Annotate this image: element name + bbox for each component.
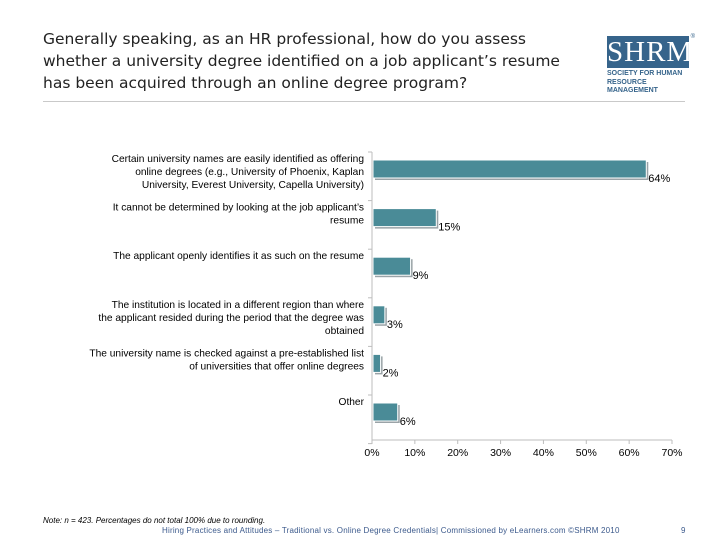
page-title: Generally speaking, as an HR professiona… [43, 30, 560, 92]
logo-letters: SHRM [607, 36, 694, 68]
x-tick-label: 10% [404, 447, 425, 459]
logo-box [607, 36, 689, 68]
bar-value-label: 9% [413, 270, 429, 282]
bar [372, 353, 382, 373]
logo-subtitle-line-2: RESOURCE MANAGEMENT [607, 78, 658, 95]
bar-value-label: 6% [400, 416, 416, 428]
x-tick-label: 30% [490, 447, 511, 459]
x-tick-label: 70% [661, 447, 682, 459]
title-divider [43, 101, 685, 102]
footer-text: Hiring Practices and Attitudes – Traditi… [162, 526, 620, 535]
x-tick-label: 60% [619, 447, 640, 459]
category-label: Certain university names are easily iden… [112, 154, 365, 191]
bar-value-label: 64% [648, 173, 670, 185]
logo-registered-mark: ® [690, 34, 695, 40]
page-number: 9 [681, 526, 686, 535]
chart-note: Note: n = 423. Percentages do not total … [43, 516, 266, 525]
bar [372, 305, 386, 325]
category-label: The university name is checked against a… [89, 348, 364, 372]
bar-value-label: 3% [387, 319, 403, 331]
category-label: Other [339, 397, 365, 408]
logo-subtitle-line-1: SOCIETY FOR HUMAN [607, 70, 683, 77]
shrm-logo: SHRM ® SOCIETY FOR HUMAN RESOURCE MANAGE… [607, 34, 695, 94]
bar [372, 159, 647, 179]
category-label: The institution is located in a differen… [98, 300, 364, 337]
x-tick-label: 50% [576, 447, 597, 459]
category-label: It cannot be determined by looking at th… [113, 203, 365, 227]
x-tick-label: 0% [364, 447, 379, 459]
x-tick-label: 40% [533, 447, 554, 459]
bar-value-label: 2% [383, 367, 399, 379]
bar [372, 256, 412, 276]
bar [372, 402, 399, 422]
category-label: The applicant openly identifies it as su… [113, 251, 364, 262]
bar-value-label: 15% [438, 222, 460, 234]
logo-subtitle: SOCIETY FOR HUMAN RESOURCE MANAGEMENT [607, 70, 689, 96]
x-tick-label: 20% [447, 447, 468, 459]
bar [372, 208, 437, 228]
